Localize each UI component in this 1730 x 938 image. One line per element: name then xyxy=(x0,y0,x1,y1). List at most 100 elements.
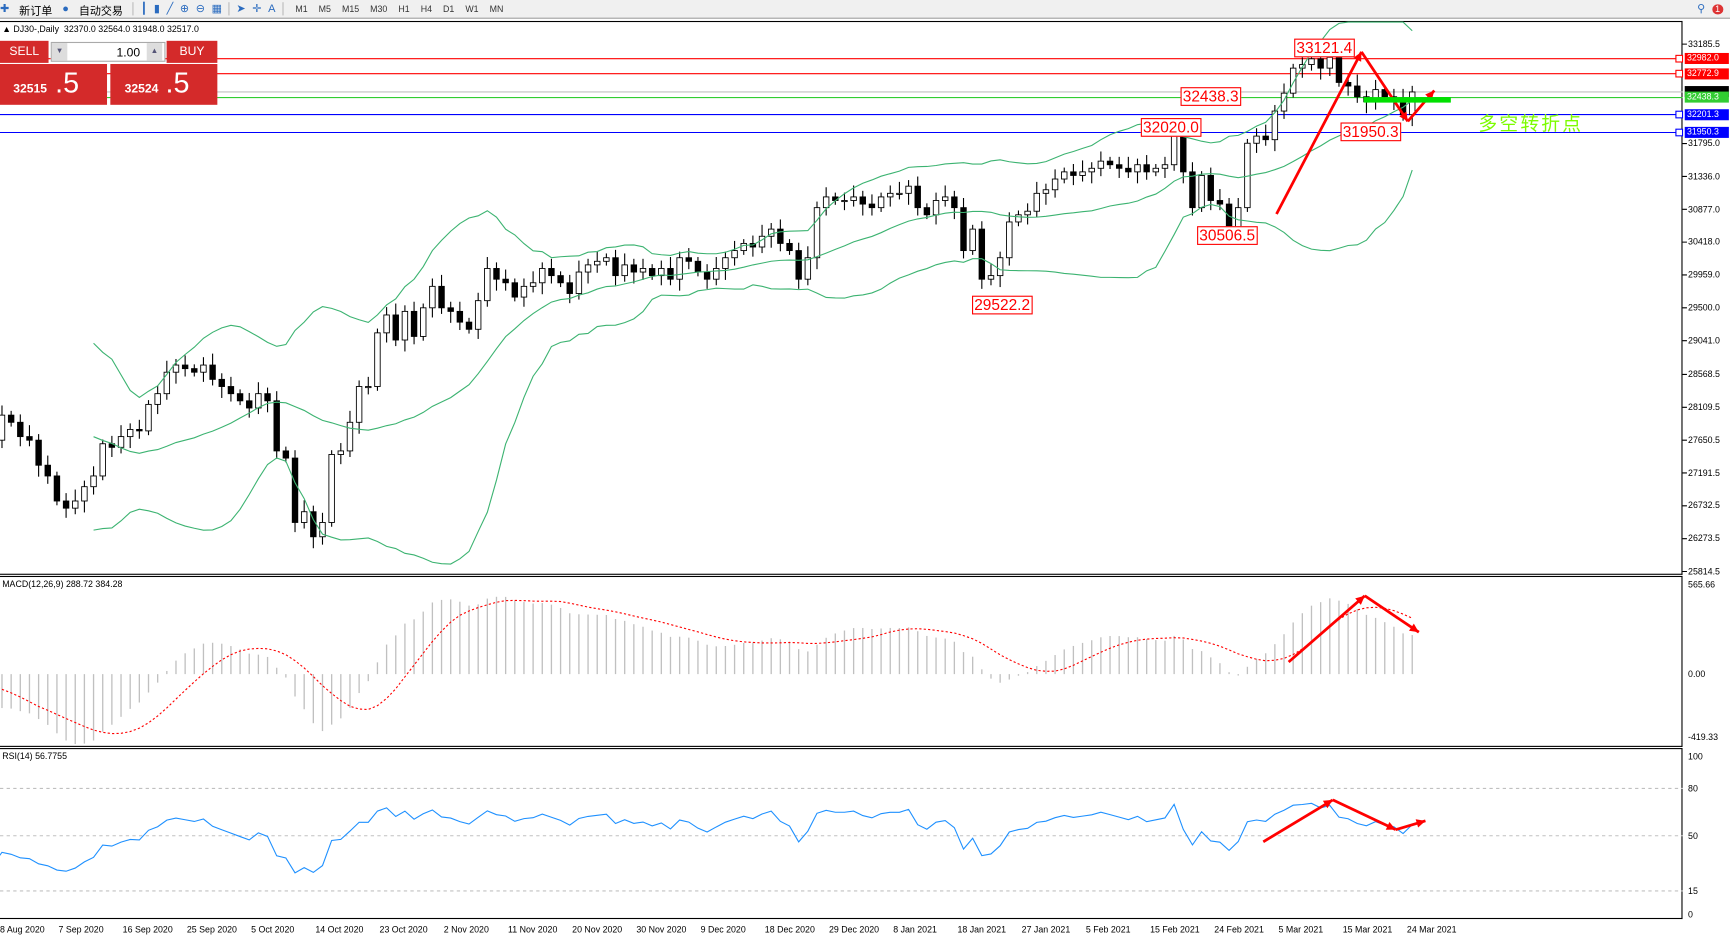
rsi-line xyxy=(0,802,1413,874)
timeframe-w1[interactable]: W1 xyxy=(465,3,479,14)
new-order-icon[interactable]: ✚ xyxy=(0,2,10,15)
candle-bull xyxy=(639,268,647,273)
search-icon[interactable]: ⚲ xyxy=(1697,2,1706,15)
candle-bear xyxy=(35,439,42,466)
new-order-button[interactable]: 新订单 xyxy=(19,4,53,18)
candle-bear xyxy=(951,196,958,209)
candle-bull xyxy=(365,386,372,389)
timeframe-m5[interactable]: M5 xyxy=(318,3,331,14)
macd-arrow-down xyxy=(1364,594,1420,634)
candle-bull xyxy=(1308,58,1315,65)
candle-bear xyxy=(264,393,271,402)
zoom-in-icon[interactable]: ⊕ xyxy=(179,2,190,15)
sell-price[interactable]: 32515 .5 xyxy=(0,63,108,105)
timeframe-m1[interactable]: M1 xyxy=(295,3,308,14)
candle-bear xyxy=(62,500,70,509)
buy-button[interactable]: BUY xyxy=(166,40,218,63)
candle-bear xyxy=(868,203,876,209)
timeframe-m15[interactable]: M15 xyxy=(341,3,360,14)
price-axis-label: 29500.0 xyxy=(1688,302,1720,313)
date-axis-label: 8 Jan 2021 xyxy=(893,924,937,935)
candle-bear xyxy=(1216,200,1224,205)
sell-button[interactable]: SELL xyxy=(0,40,49,63)
text-tool-icon[interactable]: A xyxy=(268,2,276,15)
line-chart-icon[interactable]: ╱ xyxy=(166,2,174,15)
candle-bull xyxy=(804,257,812,280)
level-price-tag[interactable]: 32772.9 xyxy=(1684,68,1729,80)
level-price-tag[interactable]: 32201.3 xyxy=(1684,109,1729,121)
candle-bull xyxy=(1280,92,1288,112)
candle-bull xyxy=(346,421,354,452)
date-axis-label: 24 Mar 2021 xyxy=(1406,924,1457,935)
candle-bull xyxy=(126,429,134,438)
cursor-icon[interactable]: ➤ xyxy=(236,2,246,15)
timeframe-mn[interactable]: MN xyxy=(489,3,504,14)
candle-bear xyxy=(209,364,216,380)
candle-bull xyxy=(90,475,97,488)
macd-pane[interactable] xyxy=(0,575,1683,747)
bar-chart-icon[interactable]: ┃ xyxy=(140,2,148,15)
annotation-high[interactable]: 33121.4 xyxy=(1294,38,1355,58)
candle-bear xyxy=(685,257,692,262)
candlestick-icon[interactable]: ▮ xyxy=(153,2,160,15)
candle-bear xyxy=(456,310,464,323)
candle-bull xyxy=(1088,167,1095,173)
buy-price-main: 32524 xyxy=(124,82,159,96)
rsi-axis-label: 0 xyxy=(1688,909,1693,920)
candle-bear xyxy=(914,185,921,209)
macd-axis-label: 0.00 xyxy=(1688,669,1706,680)
candle-bear xyxy=(392,314,399,341)
candle-bull xyxy=(420,307,427,337)
price-axis-label: 31336.0 xyxy=(1688,171,1720,182)
tile-windows-icon[interactable]: ▦ xyxy=(211,2,223,15)
candle-bull xyxy=(474,300,482,330)
candle-bull xyxy=(99,443,106,477)
divider xyxy=(132,2,134,16)
candle-bear xyxy=(227,386,235,395)
sell-price-fraction: .5 xyxy=(55,66,80,100)
annotation-jan-low[interactable]: 29522.2 xyxy=(972,295,1033,315)
timeframe-m30[interactable]: M30 xyxy=(370,3,388,14)
buy-price[interactable]: 32524 .5 xyxy=(110,63,218,105)
trend-arrow-up-head xyxy=(1353,51,1362,62)
auto-trading-button[interactable]: 自动交易 xyxy=(78,4,123,18)
lot-increase-button[interactable]: ▲ xyxy=(146,43,163,61)
candle-bull xyxy=(1152,167,1160,173)
candle-bull xyxy=(1409,91,1416,116)
chart-title: ▲ DJ30-,Daily 32370.0 32564.0 31948.0 32… xyxy=(2,24,199,35)
bollinger-upper xyxy=(93,21,1413,399)
date-axis-label: 29 Dec 2020 xyxy=(829,924,880,935)
candle-bull xyxy=(328,454,335,523)
crosshair-icon[interactable]: ✛ xyxy=(252,2,262,15)
divider xyxy=(228,2,230,16)
timeframe-h1[interactable]: H1 xyxy=(398,3,410,14)
candle-bull xyxy=(1051,178,1059,191)
level-price-tag[interactable]: 31950.3 xyxy=(1684,126,1729,138)
candle-bear xyxy=(960,207,967,252)
candle-bear xyxy=(557,275,564,284)
lot-decrease-button[interactable]: ▼ xyxy=(51,43,68,61)
annotation-swing-low[interactable]: 30506.5 xyxy=(1197,226,1258,245)
zoom-out-icon[interactable]: ⊖ xyxy=(195,2,205,15)
candle-bull xyxy=(813,207,821,259)
annotation-level[interactable]: 32438.3 xyxy=(1180,87,1241,106)
candle-bull xyxy=(621,264,628,277)
notifications-badge[interactable]: 1 xyxy=(1711,3,1724,14)
annotation-prior-high[interactable]: 32020.0 xyxy=(1140,118,1202,137)
timeframe-h4[interactable]: H4 xyxy=(420,3,432,14)
candle-bull xyxy=(1170,132,1178,166)
candle-bear xyxy=(786,242,793,252)
candle-bear xyxy=(1143,164,1150,173)
candle-bull xyxy=(484,268,491,302)
candle-bear xyxy=(291,457,299,523)
candle-bull xyxy=(1161,164,1169,169)
level-price-tag[interactable]: 32982.0 xyxy=(1684,53,1729,65)
auto-trading-icon[interactable]: ● xyxy=(62,2,69,15)
level-price-tag[interactable]: 32438.3 xyxy=(1684,92,1729,104)
lot-size-input[interactable]: 1.00 xyxy=(50,41,166,62)
candle-bear xyxy=(1354,85,1361,98)
candle-bear xyxy=(667,268,674,280)
timeframe-d1[interactable]: D1 xyxy=(443,3,455,14)
annotation-recent-low[interactable]: 31950.3 xyxy=(1340,122,1401,142)
candle-bear xyxy=(1262,135,1269,141)
